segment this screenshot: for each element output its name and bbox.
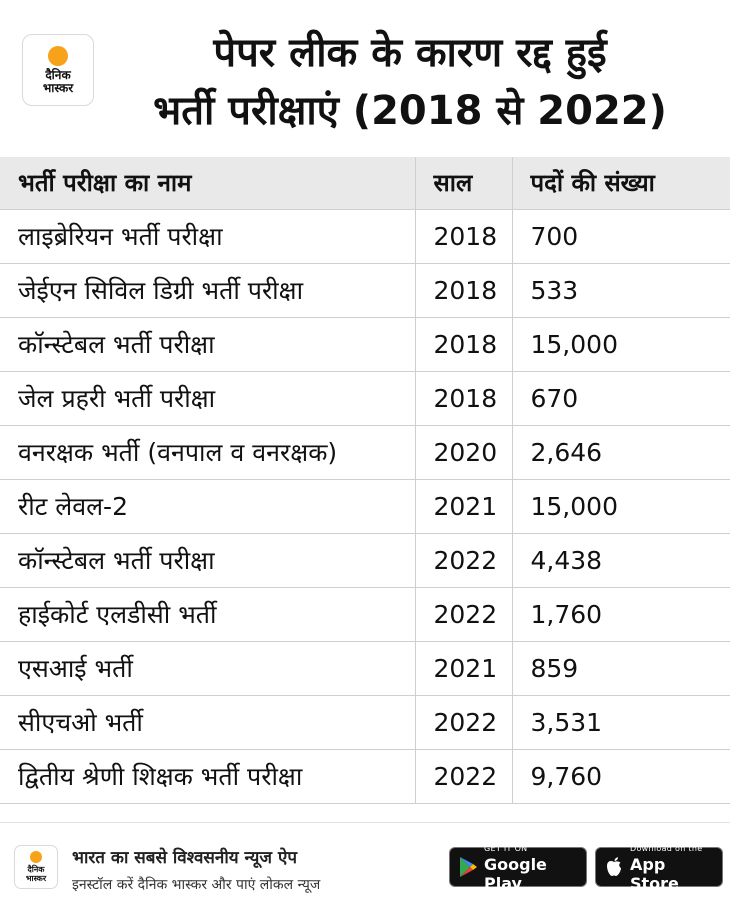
header-year: साल bbox=[414, 157, 512, 210]
cell-year: 2021 bbox=[414, 479, 512, 534]
cell-year: 2022 bbox=[414, 695, 512, 750]
cell-year: 2018 bbox=[414, 371, 512, 426]
title-line2: भर्ती परीक्षाएं (2018 से 2022) bbox=[153, 88, 667, 134]
cell-posts: 700 bbox=[511, 209, 730, 264]
cell-year: 2018 bbox=[414, 209, 512, 264]
table-row: कॉन्स्टेबल भर्ती परीक्षा 2022 4,438 bbox=[0, 533, 730, 588]
logo-line1: दैनिक bbox=[45, 67, 71, 82]
sun-icon bbox=[30, 851, 42, 863]
cell-posts: 2,646 bbox=[511, 425, 730, 480]
footer-tagline: भारत का सबसे विश्वसनीय न्यूज ऐप bbox=[72, 848, 298, 868]
cell-posts: 859 bbox=[511, 641, 730, 696]
footer-logo-line1: दैनिक bbox=[27, 865, 45, 874]
table-header-row: भर्ती परीक्षा का नाम साल पदों की संख्या bbox=[0, 157, 730, 210]
google-play-badge[interactable]: GET IT ON Google Play bbox=[449, 844, 587, 893]
cell-posts: 4,438 bbox=[511, 533, 730, 588]
cell-exam-name: वनरक्षक भर्ती (वनपाल व वनरक्षक) bbox=[0, 425, 415, 480]
cell-year: 2020 bbox=[414, 425, 512, 480]
table-row: वनरक्षक भर्ती (वनपाल व वनरक्षक) 2020 2,646 bbox=[0, 425, 730, 480]
table-row: एसआई भर्ती 2021 859 bbox=[0, 641, 730, 696]
logo-line2: भास्कर bbox=[42, 80, 74, 95]
cell-exam-name: लाइब्रेरियन भर्ती परीक्षा bbox=[0, 209, 415, 264]
table-row: सीएचओ भर्ती 2022 3,531 bbox=[0, 695, 730, 750]
sun-icon bbox=[48, 45, 68, 66]
table-row: रीट लेवल-2 2021 15,000 bbox=[0, 479, 730, 534]
cell-exam-name: कॉन्स्टेबल भर्ती परीक्षा bbox=[0, 533, 415, 588]
dainik-bhaskar-logo: दैनिक भास्कर bbox=[22, 34, 94, 106]
app-store-small: Download on the bbox=[630, 843, 703, 853]
cell-year: 2018 bbox=[414, 317, 512, 372]
cell-exam-name: रीट लेवल-2 bbox=[0, 479, 415, 534]
cell-year: 2022 bbox=[414, 587, 512, 642]
footer-logo-line2: भास्कर bbox=[25, 874, 47, 883]
app-store-badge[interactable]: Download on the App Store bbox=[595, 844, 723, 893]
cell-year: 2021 bbox=[414, 641, 512, 696]
table-row: हाईकोर्ट एलडीसी भर्ती 2022 1,760 bbox=[0, 587, 730, 642]
cell-exam-name: जेल प्रहरी भर्ती परीक्षा bbox=[0, 371, 415, 426]
table-row: लाइब्रेरियन भर्ती परीक्षा 2018 700 bbox=[0, 209, 730, 264]
cell-year: 2018 bbox=[414, 263, 512, 318]
footer: दैनिक भास्कर भारत का सबसे विश्वसनीय न्यू… bbox=[0, 822, 730, 906]
apple-icon bbox=[607, 857, 621, 876]
google-play-small: GET IT ON bbox=[484, 843, 528, 853]
exams-table: भर्ती परीक्षा का नाम साल पदों की संख्या … bbox=[0, 157, 730, 804]
header: दैनिक भास्कर पेपर लीक के कारण रद्द हुई भ… bbox=[0, 0, 730, 155]
cell-posts: 15,000 bbox=[511, 317, 730, 372]
cell-posts: 9,760 bbox=[511, 749, 730, 804]
google-play-icon bbox=[460, 857, 477, 877]
header-posts: पदों की संख्या bbox=[511, 157, 730, 210]
cell-exam-name: एसआई भर्ती bbox=[0, 641, 415, 696]
cell-posts: 3,531 bbox=[511, 695, 730, 750]
cell-exam-name: कॉन्स्टेबल भर्ती परीक्षा bbox=[0, 317, 415, 372]
table-row: जेल प्रहरी भर्ती परीक्षा 2018 670 bbox=[0, 371, 730, 426]
header-exam-name: भर्ती परीक्षा का नाम bbox=[0, 157, 415, 210]
cell-posts: 1,760 bbox=[511, 587, 730, 642]
cell-exam-name: द्वितीय श्रेणी शिक्षक भर्ती परीक्षा bbox=[0, 749, 415, 804]
footer-logo: दैनिक भास्कर bbox=[14, 845, 58, 889]
table-row: द्वितीय श्रेणी शिक्षक भर्ती परीक्षा 2022 9… bbox=[0, 749, 730, 804]
cell-year: 2022 bbox=[414, 533, 512, 588]
google-play-big: Google Play bbox=[484, 854, 547, 893]
cell-posts: 670 bbox=[511, 371, 730, 426]
cell-exam-name: हाईकोर्ट एलडीसी भर्ती bbox=[0, 587, 415, 642]
cell-year: 2022 bbox=[414, 749, 512, 804]
table-row: कॉन्स्टेबल भर्ती परीक्षा 2018 15,000 bbox=[0, 317, 730, 372]
app-store-big: App Store bbox=[630, 854, 679, 893]
page-title: पेपर लीक के कारण रद्द हुई भर्ती परीक्षाए… bbox=[100, 24, 720, 140]
title-line1: पेपर लीक के कारण रद्द हुई bbox=[213, 30, 607, 76]
cell-exam-name: जेईएन सिविल डिग्री भर्ती परीक्षा bbox=[0, 263, 415, 318]
cell-posts: 15,000 bbox=[511, 479, 730, 534]
cell-exam-name: सीएचओ भर्ती bbox=[0, 695, 415, 750]
table-row: जेईएन सिविल डिग्री भर्ती परीक्षा 2018 533 bbox=[0, 263, 730, 318]
cell-posts: 533 bbox=[511, 263, 730, 318]
footer-subtagline: इनस्टॉल करें दैनिक भास्कर और पाएं लोकल न… bbox=[72, 877, 321, 893]
